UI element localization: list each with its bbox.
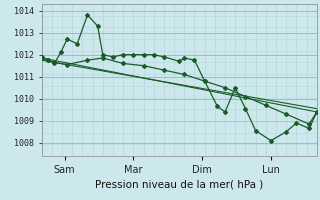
X-axis label: Pression niveau de la mer( hPa ): Pression niveau de la mer( hPa ): [95, 179, 263, 189]
